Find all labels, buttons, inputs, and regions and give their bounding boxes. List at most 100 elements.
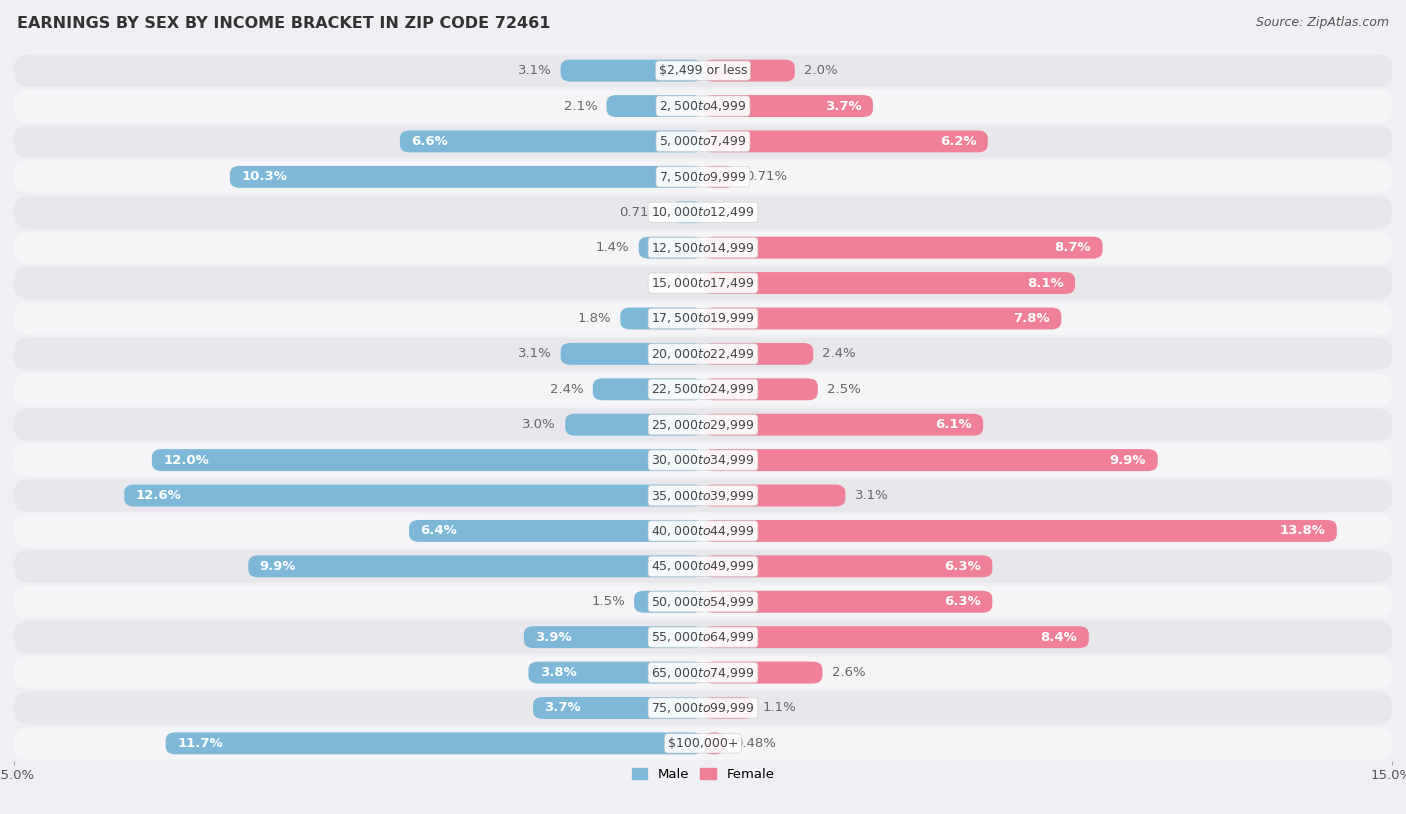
Text: 6.6%: 6.6% — [412, 135, 449, 148]
FancyBboxPatch shape — [703, 626, 1088, 648]
Text: 0.48%: 0.48% — [734, 737, 776, 750]
Text: $20,000 to $22,499: $20,000 to $22,499 — [651, 347, 755, 361]
FancyBboxPatch shape — [152, 449, 703, 471]
FancyBboxPatch shape — [703, 130, 988, 152]
FancyBboxPatch shape — [703, 59, 794, 81]
FancyBboxPatch shape — [14, 409, 1392, 441]
FancyBboxPatch shape — [703, 343, 813, 365]
Text: 2.6%: 2.6% — [831, 666, 865, 679]
FancyBboxPatch shape — [671, 201, 703, 223]
FancyBboxPatch shape — [703, 591, 993, 613]
Text: 3.7%: 3.7% — [544, 702, 581, 715]
FancyBboxPatch shape — [524, 626, 703, 648]
Text: 0.0%: 0.0% — [661, 277, 693, 290]
FancyBboxPatch shape — [14, 231, 1392, 264]
Text: 6.3%: 6.3% — [943, 560, 981, 573]
Text: EARNINGS BY SEX BY INCOME BRACKET IN ZIP CODE 72461: EARNINGS BY SEX BY INCOME BRACKET IN ZIP… — [17, 16, 550, 31]
FancyBboxPatch shape — [14, 727, 1392, 759]
FancyBboxPatch shape — [14, 656, 1392, 689]
FancyBboxPatch shape — [14, 585, 1392, 618]
Text: 6.4%: 6.4% — [420, 524, 457, 537]
FancyBboxPatch shape — [14, 444, 1392, 476]
FancyBboxPatch shape — [593, 379, 703, 400]
Text: 9.9%: 9.9% — [260, 560, 297, 573]
Text: 2.5%: 2.5% — [827, 383, 860, 396]
Text: 8.1%: 8.1% — [1026, 277, 1063, 290]
Text: $75,000 to $99,999: $75,000 to $99,999 — [651, 701, 755, 715]
Text: $15,000 to $17,499: $15,000 to $17,499 — [651, 276, 755, 290]
Text: $12,500 to $14,999: $12,500 to $14,999 — [651, 241, 755, 255]
FancyBboxPatch shape — [565, 414, 703, 435]
Text: 0.0%: 0.0% — [713, 206, 745, 219]
Text: 0.71%: 0.71% — [745, 170, 787, 183]
Text: 6.1%: 6.1% — [935, 418, 972, 431]
FancyBboxPatch shape — [409, 520, 703, 542]
FancyBboxPatch shape — [14, 90, 1392, 122]
FancyBboxPatch shape — [14, 125, 1392, 158]
Text: 3.1%: 3.1% — [517, 64, 551, 77]
FancyBboxPatch shape — [14, 550, 1392, 583]
FancyBboxPatch shape — [533, 697, 703, 719]
FancyBboxPatch shape — [399, 130, 703, 152]
FancyBboxPatch shape — [703, 697, 754, 719]
FancyBboxPatch shape — [703, 520, 1337, 542]
FancyBboxPatch shape — [703, 237, 1102, 259]
FancyBboxPatch shape — [703, 414, 983, 435]
Text: $17,500 to $19,999: $17,500 to $19,999 — [651, 312, 755, 326]
Text: 12.6%: 12.6% — [136, 489, 181, 502]
Text: 0.71%: 0.71% — [619, 206, 661, 219]
Text: 1.5%: 1.5% — [591, 595, 624, 608]
Text: 2.4%: 2.4% — [823, 348, 856, 361]
FancyBboxPatch shape — [703, 308, 1062, 330]
FancyBboxPatch shape — [638, 237, 703, 259]
FancyBboxPatch shape — [14, 55, 1392, 87]
FancyBboxPatch shape — [14, 479, 1392, 512]
Text: $35,000 to $39,999: $35,000 to $39,999 — [651, 488, 755, 502]
FancyBboxPatch shape — [231, 166, 703, 188]
Text: $2,499 or less: $2,499 or less — [659, 64, 747, 77]
Text: $25,000 to $29,999: $25,000 to $29,999 — [651, 418, 755, 431]
FancyBboxPatch shape — [561, 343, 703, 365]
FancyBboxPatch shape — [634, 591, 703, 613]
FancyBboxPatch shape — [620, 308, 703, 330]
Text: $100,000+: $100,000+ — [668, 737, 738, 750]
Text: 1.8%: 1.8% — [578, 312, 612, 325]
FancyBboxPatch shape — [606, 95, 703, 117]
Text: 1.1%: 1.1% — [762, 702, 796, 715]
FancyBboxPatch shape — [14, 621, 1392, 654]
Text: $30,000 to $34,999: $30,000 to $34,999 — [651, 453, 755, 467]
FancyBboxPatch shape — [14, 267, 1392, 300]
Text: 1.4%: 1.4% — [596, 241, 630, 254]
Text: 3.8%: 3.8% — [540, 666, 576, 679]
Text: $5,000 to $7,499: $5,000 to $7,499 — [659, 134, 747, 148]
FancyBboxPatch shape — [529, 662, 703, 684]
FancyBboxPatch shape — [703, 272, 1076, 294]
Text: 2.1%: 2.1% — [564, 99, 598, 112]
Text: 8.7%: 8.7% — [1054, 241, 1091, 254]
FancyBboxPatch shape — [14, 302, 1392, 335]
FancyBboxPatch shape — [703, 449, 1157, 471]
Text: $65,000 to $74,999: $65,000 to $74,999 — [651, 666, 755, 680]
Text: 7.8%: 7.8% — [1014, 312, 1050, 325]
Text: 2.0%: 2.0% — [804, 64, 838, 77]
Text: 10.3%: 10.3% — [242, 170, 287, 183]
Text: 3.7%: 3.7% — [825, 99, 862, 112]
FancyBboxPatch shape — [703, 662, 823, 684]
FancyBboxPatch shape — [14, 514, 1392, 547]
Text: $40,000 to $44,999: $40,000 to $44,999 — [651, 524, 755, 538]
FancyBboxPatch shape — [14, 373, 1392, 405]
FancyBboxPatch shape — [703, 379, 818, 400]
Text: 8.4%: 8.4% — [1040, 631, 1077, 644]
Text: 6.2%: 6.2% — [939, 135, 976, 148]
Text: 2.4%: 2.4% — [550, 383, 583, 396]
Legend: Male, Female: Male, Female — [626, 763, 780, 786]
Text: $55,000 to $64,999: $55,000 to $64,999 — [651, 630, 755, 644]
Text: $10,000 to $12,499: $10,000 to $12,499 — [651, 205, 755, 219]
FancyBboxPatch shape — [166, 733, 703, 755]
Text: 11.7%: 11.7% — [177, 737, 222, 750]
Text: 12.0%: 12.0% — [163, 453, 209, 466]
Text: $50,000 to $54,999: $50,000 to $54,999 — [651, 595, 755, 609]
FancyBboxPatch shape — [124, 484, 703, 506]
FancyBboxPatch shape — [703, 555, 993, 577]
FancyBboxPatch shape — [14, 160, 1392, 193]
